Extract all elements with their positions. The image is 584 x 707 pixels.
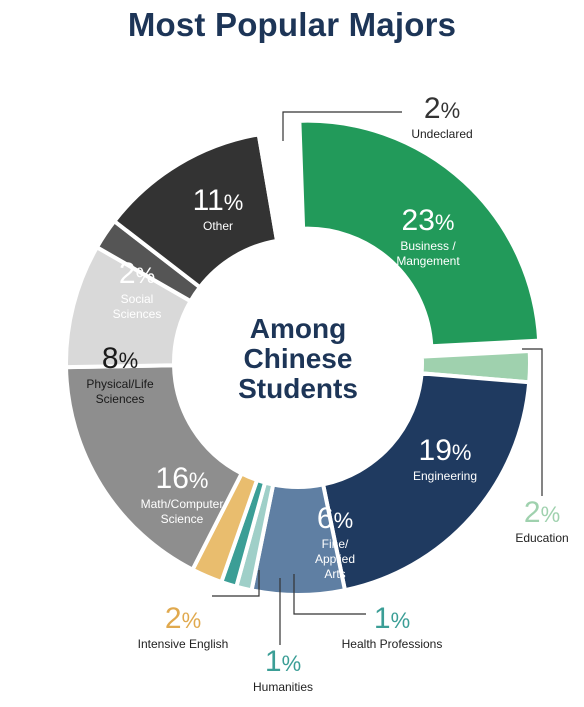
category-label-physical-life-sciences: Physical/Life bbox=[86, 377, 154, 391]
callout-line-undeclared bbox=[282, 111, 402, 141]
category-label-other: Other bbox=[203, 219, 233, 233]
callout-line-health-professions bbox=[293, 574, 366, 615]
category-label-fine-applied-arts: Applied bbox=[315, 552, 355, 566]
value-label-health-professions: 1% bbox=[374, 602, 410, 635]
value-label-undeclared: 2% bbox=[424, 92, 460, 125]
value-label-business: 23% bbox=[402, 204, 455, 237]
value-label-intensive-english: 2% bbox=[165, 602, 201, 635]
value-label-education: 2% bbox=[524, 496, 560, 529]
category-label-physical-life-sciences: Sciences bbox=[96, 392, 145, 406]
slice-engineering bbox=[320, 371, 532, 593]
category-label-health-professions: Health Professions bbox=[342, 637, 443, 651]
slice-undeclared bbox=[256, 129, 296, 244]
category-label-math-computer-science: Math/Computer bbox=[141, 497, 224, 511]
callout-group bbox=[212, 111, 543, 645]
category-label-education: Education bbox=[515, 531, 568, 545]
category-label-math-computer-science: Science bbox=[161, 512, 204, 526]
value-label-other: 11% bbox=[193, 184, 244, 217]
chart-title: Most Popular Majors bbox=[127, 6, 457, 43]
callout-line-intensive-english bbox=[212, 570, 260, 597]
category-label-fine-applied-arts: Fine/ bbox=[322, 537, 349, 551]
category-label-humanities: Humanities bbox=[253, 680, 313, 694]
category-label-business: Business / bbox=[400, 239, 456, 253]
value-label-physical-life-sciences: 8% bbox=[102, 342, 138, 375]
category-label-social-sciences: Sciences bbox=[113, 307, 162, 321]
category-label-engineering: Engineering bbox=[413, 469, 477, 483]
value-label-math-computer-science: 16% bbox=[156, 462, 209, 495]
center-label-line-1: Among bbox=[250, 313, 346, 344]
value-label-social-sciences: 2% bbox=[119, 257, 155, 290]
center-label-line-2: Chinese bbox=[244, 343, 353, 374]
category-label-undeclared: Undeclared bbox=[411, 127, 472, 141]
value-label-fine-applied-arts: 6% bbox=[317, 502, 353, 535]
category-label-social-sciences: Social bbox=[121, 292, 154, 306]
label-group: 23% Business /Mangement 2% Education 19% Engi… bbox=[86, 92, 568, 694]
center-label-line-3: Students bbox=[238, 373, 358, 404]
category-label-business: Mangement bbox=[396, 254, 460, 268]
value-label-engineering: 19% bbox=[419, 434, 472, 467]
slice-business bbox=[297, 118, 542, 349]
category-label-fine-applied-arts: Arts bbox=[324, 567, 345, 581]
slice-group bbox=[64, 118, 542, 597]
value-label-humanities: 1% bbox=[265, 645, 301, 678]
callout-line-education bbox=[522, 348, 543, 496]
category-label-intensive-english: Intensive English bbox=[138, 637, 229, 651]
slice-math-computer-science bbox=[64, 363, 245, 573]
